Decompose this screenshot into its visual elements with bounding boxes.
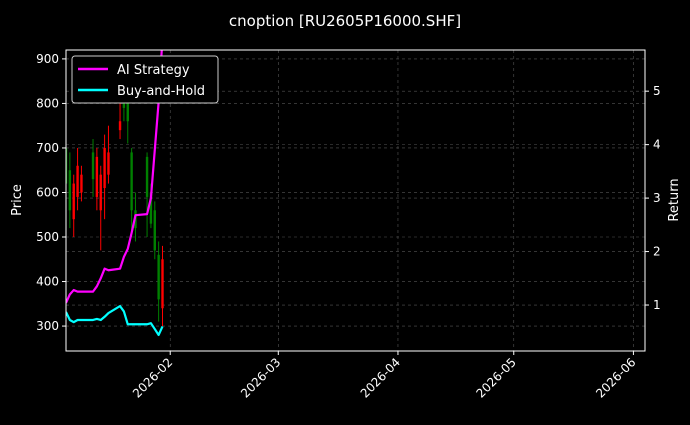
candle-body	[72, 183, 75, 220]
candle-body	[118, 121, 122, 131]
y-left-tick-label: 900	[36, 52, 59, 66]
lines	[66, 50, 164, 337]
y-left-tick-label: 600	[36, 185, 59, 199]
candle-body	[80, 174, 83, 193]
candle-body	[157, 254, 160, 300]
y-left-tick-label: 700	[36, 141, 59, 155]
legend: AI Strategy Buy-and-Hold	[71, 55, 219, 104]
candle-body	[161, 259, 164, 309]
legend-label-ai: AI Strategy	[117, 63, 190, 78]
chart-title: cnoption [RU2605P16000.SHF]	[229, 12, 461, 30]
y-right-tick-label: 5	[653, 84, 661, 98]
axes-frame	[65, 49, 646, 352]
y-right-tick-label: 4	[653, 138, 661, 152]
y-axis-right: 1 2 3 4 5	[645, 84, 661, 312]
candle-body	[130, 152, 133, 211]
candle-body	[103, 147, 106, 189]
y-axis-left: 300 400 500 600 700 800 900	[36, 52, 66, 333]
candle-body	[95, 156, 99, 197]
candle-body	[91, 152, 95, 180]
y-axis-left-label: Price	[10, 184, 25, 216]
y-left-tick-label: 400	[36, 275, 59, 289]
y-right-tick-label: 1	[653, 298, 661, 312]
y-right-tick-label: 3	[653, 191, 661, 205]
candle-body	[107, 152, 110, 175]
candle-body	[126, 103, 129, 122]
y-left-tick-label: 800	[36, 96, 59, 110]
candle-body	[76, 165, 79, 197]
candle-body	[66, 147, 68, 184]
candle-body	[149, 192, 153, 224]
candle-body	[68, 170, 72, 211]
legend-box	[71, 55, 219, 104]
y-right-tick-label: 2	[653, 245, 661, 259]
y-left-tick-label: 500	[36, 230, 59, 244]
candle-body	[153, 210, 156, 251]
legend-label-bh: Buy-and-Hold	[117, 84, 205, 99]
y-left-tick-label: 300	[36, 319, 59, 333]
buy-and-hold-line	[66, 304, 164, 337]
y-axis-right-label: Return	[667, 178, 682, 221]
candle-body	[99, 174, 102, 211]
candle-body	[145, 156, 149, 197]
ai-strategy-line	[66, 50, 163, 304]
